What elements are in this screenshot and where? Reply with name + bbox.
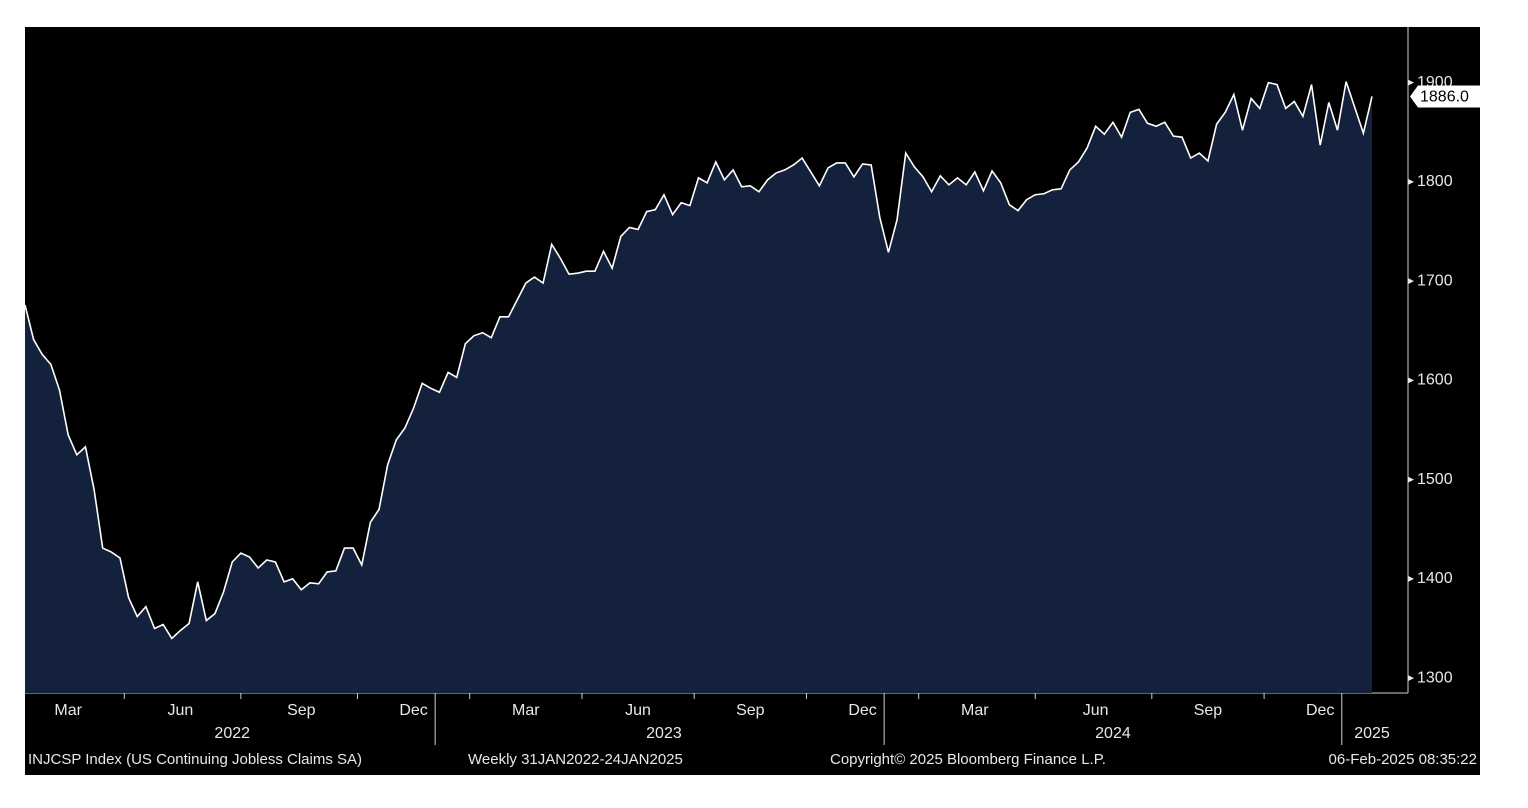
x-tick-label: Jun xyxy=(1083,702,1109,719)
timestamp-label: 06-Feb-2025 08:35:22 xyxy=(1329,751,1477,768)
y-tick-mark xyxy=(1408,675,1414,682)
x-tick-label: Sep xyxy=(1194,702,1223,719)
x-tick-label: Jun xyxy=(168,702,194,719)
y-tick-label: 1500 xyxy=(1417,471,1453,488)
y-tick-mark xyxy=(1408,575,1414,582)
y-tick-label: 1700 xyxy=(1417,272,1453,289)
line xyxy=(24,81,1373,640)
x-tick-label: Sep xyxy=(736,702,765,719)
x-year-label: 2025 xyxy=(1354,725,1390,742)
copyright-label: Copyright© 2025 Bloomberg Finance L.P. xyxy=(830,751,1106,768)
area xyxy=(25,81,1372,694)
x-tick-label: Mar xyxy=(54,702,82,719)
y-tick-mark xyxy=(1408,476,1414,483)
y-tick-mark xyxy=(1408,178,1414,185)
y-tick-mark xyxy=(1408,79,1414,86)
y-tick-label: 1300 xyxy=(1417,669,1453,686)
y-tick-label: 1400 xyxy=(1417,570,1453,587)
y-tick-mark xyxy=(1408,377,1414,384)
period-label: Weekly 31JAN2022-24JAN2025 xyxy=(468,751,683,768)
x-tick-label: Dec xyxy=(399,702,427,719)
x-tick-label: Jun xyxy=(625,702,651,719)
x-tick-label: Dec xyxy=(1306,702,1334,719)
x-tick-label: Sep xyxy=(287,702,316,719)
x-year-label: 2022 xyxy=(214,725,250,742)
x-tick-label: Dec xyxy=(848,702,876,719)
source-label: INJCSP Index (US Continuing Jobless Clai… xyxy=(28,751,362,768)
x-year-label: 2024 xyxy=(1095,725,1131,742)
last-value-label: 1886.0 xyxy=(1420,89,1469,106)
y-tick-label: 1600 xyxy=(1417,372,1453,389)
last-value-box xyxy=(1410,85,1480,108)
x-year-label: 2023 xyxy=(646,725,682,742)
y-tick-label: 1800 xyxy=(1417,173,1453,190)
x-tick-label: Mar xyxy=(512,702,540,719)
x-tick-label: Mar xyxy=(961,702,989,719)
y-tick-mark xyxy=(1408,278,1414,285)
